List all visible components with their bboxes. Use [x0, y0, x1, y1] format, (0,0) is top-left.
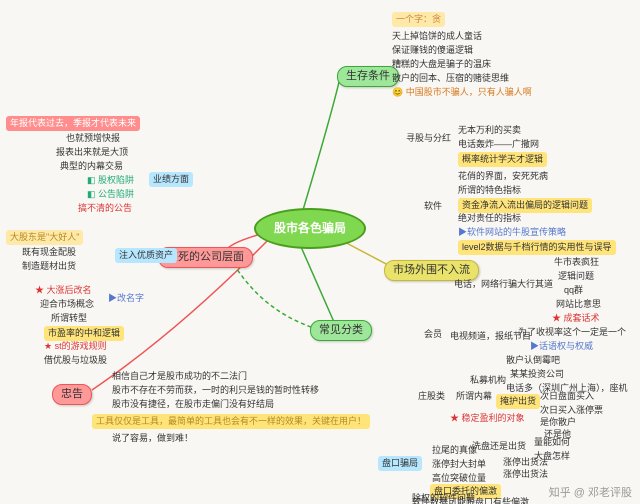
- leaf-49: ▶话语权与权威: [530, 340, 593, 353]
- leaf-67: 涨停封大封单: [432, 458, 486, 471]
- leaf-45: ★ 成套话术: [552, 312, 600, 325]
- branch-m4[interactable]: 常见分类: [310, 320, 372, 341]
- leaf-42: 逻辑问题: [558, 270, 594, 283]
- leaf-74: 除权的软件问题: [412, 492, 475, 504]
- leaf-50: 散户认倒霉吧: [506, 354, 560, 367]
- leaf-5: 😊 中国股市不骗人，只有人骗人啊: [392, 86, 532, 99]
- leaf-7: 也就预增快报: [66, 132, 120, 145]
- leaf-28: 工具仅仅是工具，最简单的工具也会有不一样的效果，关键在用户！: [92, 414, 370, 429]
- leaf-0: 一个字：贪: [392, 12, 445, 27]
- leaf-66: 拉尾的真像: [432, 444, 477, 457]
- leaf-69: 涨停出货法: [503, 468, 548, 481]
- branch-m3[interactable]: 忠告: [52, 384, 92, 405]
- leaf-6: 年报代表过去，季报才代表未来: [6, 116, 140, 131]
- leaf-40: 软件: [424, 200, 442, 213]
- leaf-26: 股市不存在不劳而获，一时的利只是钱的暂时性转移: [112, 384, 319, 397]
- leaf-41: 牛市表疯狂: [554, 256, 599, 269]
- leaf-70: 高位突破位量: [432, 472, 486, 485]
- leaf-47: 为了收视率这个一定是一个: [518, 326, 626, 339]
- leaf-51: 会员: [424, 328, 442, 341]
- branch-m1[interactable]: 生存条件: [337, 66, 399, 87]
- leaf-22: 市盈率的中和逻辑: [44, 326, 124, 341]
- leaf-25: 相信自己才是股市成功的不二法门: [112, 370, 247, 383]
- leaf-11: ◧ 公告陷阱: [87, 188, 134, 201]
- leaf-35: 所谓的特色指标: [458, 184, 521, 197]
- leaf-46: 电话，网络行骗大行其道: [454, 278, 553, 291]
- leaf-29: 说了容易，做到难！: [112, 432, 193, 445]
- leaf-4: 散户的回本、压宿的赌徒思维: [392, 72, 509, 85]
- leaf-18: ★ 大涨后改名: [35, 284, 92, 297]
- leaf-72: 盘口骗局: [378, 456, 422, 471]
- leaf-59: 次日买入涨停票: [540, 404, 603, 417]
- leaf-39: level2数据与千档行情的实用性与误导: [458, 240, 616, 255]
- leaf-17: 注入优质资产: [115, 248, 177, 263]
- leaf-13: 业绩方面: [149, 172, 193, 187]
- leaf-63: 洗盘还是出货: [472, 440, 526, 453]
- leaf-15: 既有现金配股: [22, 246, 76, 259]
- leaf-3: 糟糕的大盘是骗子的温床: [392, 58, 491, 71]
- leaf-1: 天上掉馅饼的成人童话: [392, 30, 482, 43]
- leaf-53: 私募机构: [470, 374, 506, 387]
- leaf-60: ★ 稳定盈利的对象: [450, 412, 525, 425]
- leaf-64: 量能如何: [534, 436, 570, 449]
- watermark: 知乎 @ 邓老评股: [549, 484, 632, 500]
- leaf-48: 电视频道，报纸节目: [450, 330, 531, 343]
- leaf-61: 是你散户: [540, 416, 576, 429]
- leaf-27: 股市没有捷径，在股市走偏门没有好结局: [112, 398, 274, 411]
- leaf-21: ▶改名字: [108, 292, 144, 305]
- leaf-44: 网站比意思: [556, 298, 601, 311]
- leaf-23: ★ st的游戏规则: [44, 340, 107, 353]
- leaf-58: 次日盘面买入: [540, 390, 594, 403]
- leaf-36: 资金净流入流出偏局的逻辑问题: [458, 198, 592, 213]
- leaf-20: 所谓转型: [51, 312, 87, 325]
- leaf-30: 无本万利的买卖: [458, 124, 521, 137]
- leaf-9: 典型的内幕交易: [60, 160, 123, 173]
- leaf-37: 绝对责任的指标: [458, 212, 521, 225]
- leaf-32: 寻股与分红: [406, 132, 451, 145]
- leaf-52: 某某投资公司: [510, 368, 564, 381]
- center-node[interactable]: 股市各色骗局: [254, 208, 366, 249]
- leaf-57: 掩护出货: [496, 394, 540, 409]
- leaf-24: 借优股与垃圾股: [44, 354, 107, 367]
- leaf-33: 概率统计学天才逻辑: [458, 152, 547, 167]
- leaf-38: ▶软件网站的牛股宣传策略: [458, 226, 566, 239]
- leaf-8: 报表出来就是大顶: [56, 146, 128, 159]
- leaf-12: 搞不清的公告: [78, 202, 132, 215]
- leaf-56: 所谓内幕: [456, 390, 492, 403]
- leaf-55: 庄股类: [418, 390, 445, 403]
- leaf-68: 涨停出货法: [503, 456, 548, 469]
- mindmap-canvas: 知乎 @ 邓老评股 股市各色骗局生存条件该死的公司层面忠告常见分类市场外围不入流…: [0, 0, 640, 504]
- leaf-43: qq群: [564, 284, 583, 297]
- leaf-14: 大股东是"大好人": [6, 230, 83, 245]
- leaf-2: 保证赚钱的傻逼逻辑: [392, 44, 473, 57]
- leaf-16: 制造题材出货: [22, 260, 76, 273]
- leaf-34: 花俏的界面，安死死病: [458, 170, 548, 183]
- leaf-10: ◧ 股权陷阱: [87, 174, 134, 187]
- leaf-31: 电话轰炸——广撒网: [458, 138, 539, 151]
- leaf-19: 迎合市场概念: [40, 298, 94, 311]
